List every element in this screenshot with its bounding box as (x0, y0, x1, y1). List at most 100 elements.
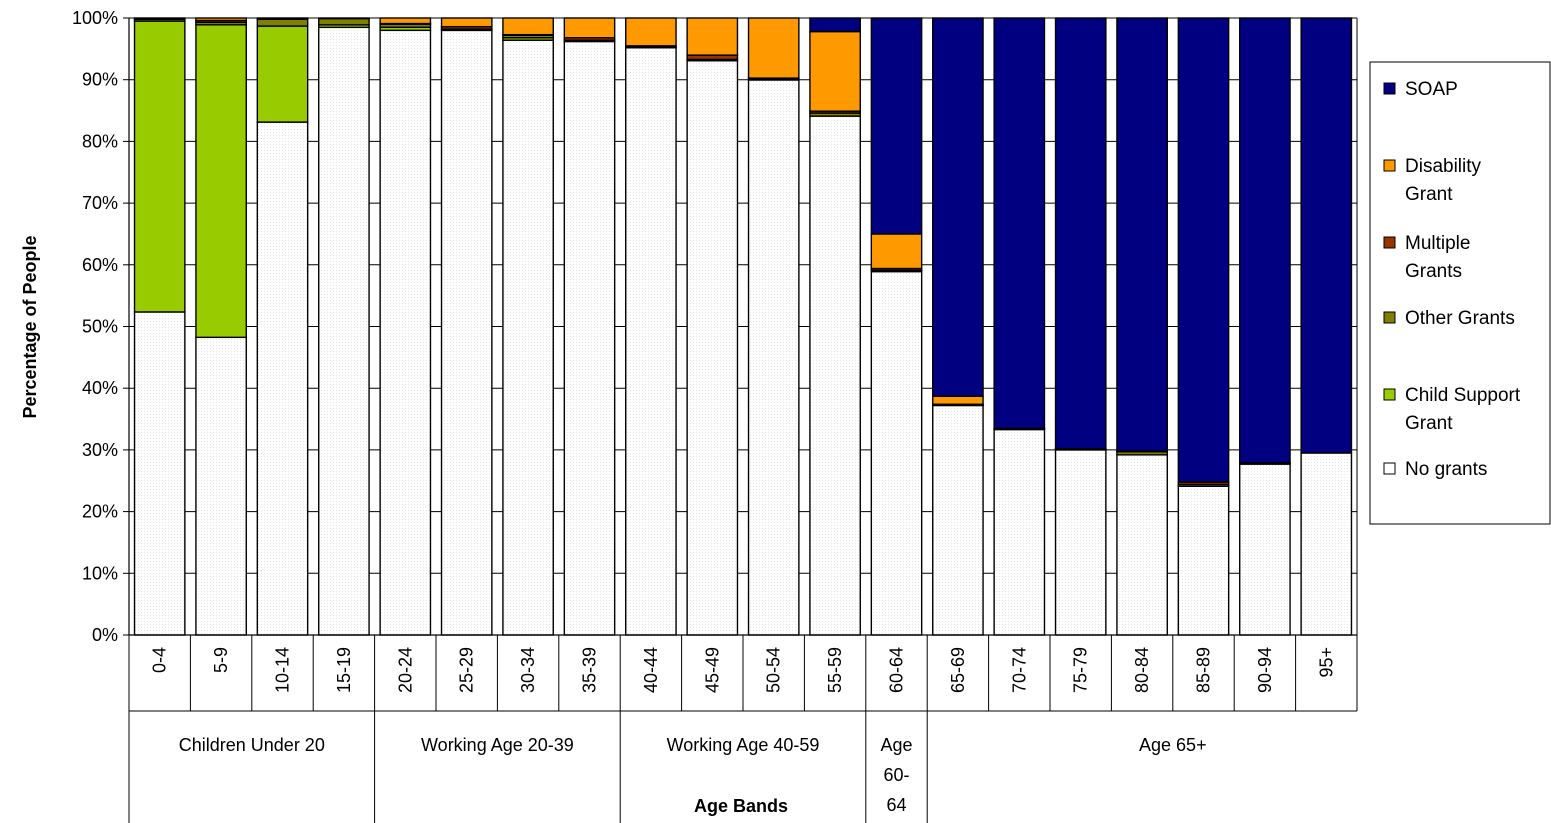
bar-stack-70-74 (993, 17, 1046, 636)
legend-label: Grants (1405, 261, 1462, 282)
bar-stack-0-4 (133, 17, 186, 636)
bar-stack-15-19 (318, 17, 370, 636)
bar-segment-no-grants (563, 40, 616, 636)
bar-segment-disability-grant (870, 233, 923, 270)
bar-segment-soap (1239, 17, 1291, 464)
x-tick-label: 5-9 (211, 647, 231, 673)
x-tick-label: 80-84 (1132, 647, 1152, 693)
legend-label: Grant (1405, 184, 1453, 205)
bar-segment-no-grants (1177, 485, 1230, 636)
bar-segment-no-grants (993, 428, 1046, 636)
x-tick-label: 55-59 (825, 647, 845, 693)
bar-segment-soap (932, 17, 984, 397)
legend-label: Child Support (1405, 385, 1521, 406)
bar-segment-multiple-grants (256, 17, 309, 20)
bar-stack-90-94 (1239, 17, 1291, 636)
bar-segment-no-grants (133, 311, 186, 636)
y-tick-label: 30% (82, 440, 118, 460)
legend-swatch (1383, 388, 1396, 401)
y-tick-labels: 0% 10% 20% 30% 40% 50% 60% 70% 80% 90% 100% (72, 8, 118, 645)
group-label: Working Age 20-39 (421, 735, 574, 755)
legend-label: Multiple (1405, 233, 1470, 254)
bar-segment-no-grants (1116, 454, 1168, 636)
bar-segment-multiple-grants (318, 17, 370, 20)
bar-stack-50-54 (747, 17, 800, 636)
legend-swatch (1383, 236, 1396, 249)
bar-stack-20-24 (379, 17, 432, 636)
x-tick-label: 40-44 (641, 647, 661, 693)
x-tick-label: 60-64 (887, 647, 907, 693)
group-label: 64 (886, 795, 906, 815)
bar-segment-other-grants (318, 17, 370, 26)
y-axis-title: Percentage of People (20, 235, 40, 418)
bar-segment-no-grants (195, 336, 247, 636)
bar-stack-95+ (1300, 17, 1353, 636)
y-tick-label: 10% (82, 563, 118, 583)
x-tick-label: 45-49 (702, 647, 722, 693)
bar-segment-soap (809, 17, 861, 33)
legend-swatch (1383, 311, 1396, 324)
legend-label: No grants (1405, 459, 1487, 480)
bar-segment-child-support-grant (133, 20, 186, 313)
x-tick-label: 20-24 (395, 647, 415, 693)
bar-stack-25-29 (440, 17, 493, 636)
x-tick-label: 0-4 (150, 647, 170, 673)
x-tick-label: 10-14 (273, 647, 293, 693)
x-tick-label: 50-54 (764, 647, 784, 693)
x-tick-label: 90-94 (1255, 647, 1275, 693)
bar-segment-no-grants (686, 60, 739, 636)
y-tick-label: 40% (82, 378, 118, 398)
bar-segment-other-grants (256, 18, 309, 27)
bar-segment-soap (1054, 17, 1107, 450)
x-tick-label: 30-34 (518, 647, 538, 693)
bar-stack-55-59 (809, 17, 861, 636)
group-label: Age (880, 735, 912, 755)
legend-swatch (1383, 159, 1396, 172)
bar-stack-45-49 (686, 17, 739, 636)
bar-stack-40-44 (625, 17, 677, 636)
bar-segment-disability-grant (686, 17, 739, 56)
bars (133, 17, 1353, 636)
bar-segment-disability-grant (563, 17, 616, 39)
bar-segment-soap (993, 17, 1046, 430)
y-tick-label: 20% (82, 502, 118, 522)
y-tick-label: 90% (82, 70, 118, 90)
bar-stack-60-64 (870, 17, 923, 636)
x-tick-label: 35-39 (580, 647, 600, 693)
axes (123, 17, 1358, 823)
y-tick-label: 100% (72, 8, 118, 28)
bar-segment-no-grants (1054, 449, 1107, 636)
bar-segment-disability-grant (440, 17, 493, 28)
bar-segment-no-grants (1239, 463, 1291, 636)
legend-box (1369, 61, 1551, 525)
bar-segment-disability-grant (809, 30, 861, 112)
bar-segment-no-grants (502, 39, 554, 636)
group-label: Age 65+ (1139, 735, 1207, 755)
bar-stack-80-84 (1116, 17, 1168, 636)
legend-label: Disability (1405, 156, 1482, 177)
gridlines (129, 17, 1357, 574)
legend-label: Grant (1405, 413, 1453, 434)
y-tick-label: 60% (82, 255, 118, 275)
legend-label: SOAP (1405, 79, 1458, 100)
bar-segment-no-grants (932, 404, 984, 636)
legend: SOAP Disability Grant Multiple Grants Other G… (1369, 61, 1551, 525)
bar-segment-no-grants (870, 270, 923, 636)
bar-segment-no-grants (379, 29, 432, 636)
x-tick-labels: 0-4 5-9 10-14 15-19 20-24 25-29 30-34 35-39 40-4… (150, 647, 1337, 693)
bar-stack-30-34 (502, 17, 554, 636)
bar-segment-disability-grant (502, 17, 554, 36)
bar-segment-disability-grant (747, 17, 800, 79)
bar-stack-5-9 (195, 17, 247, 636)
y-tick-label: 70% (82, 193, 118, 213)
bar-segment-soap (1177, 17, 1230, 483)
group-label: Working Age 40-59 (667, 735, 820, 755)
bar-segment-child-support-grant (256, 25, 309, 123)
group-label: 60- (883, 765, 909, 785)
x-tick-label: 75-79 (1071, 647, 1091, 693)
x-tick-label: 70-74 (1009, 647, 1029, 693)
bar-segment-soap (1116, 17, 1168, 452)
group-labels: Children Under 20 Working Age 20-39 Workin… (179, 735, 1207, 815)
x-tick-label: 95+ (1316, 647, 1336, 678)
